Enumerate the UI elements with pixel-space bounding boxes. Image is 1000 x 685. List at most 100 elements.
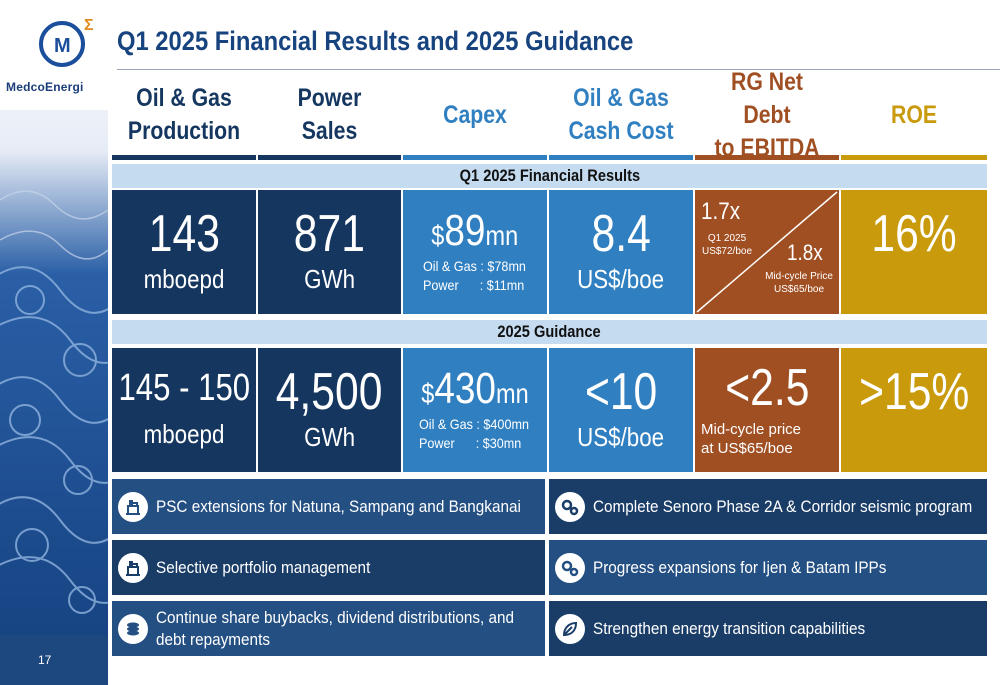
- results-cashcost-value: 8.4: [591, 205, 651, 264]
- column-header-1: Power Sales: [269, 78, 391, 152]
- action-senoro-phase: Complete Senoro Phase 2A & Corridor seis…: [549, 479, 987, 534]
- results-netdebt-q1-label: Q1 2025 US$72/boe: [701, 233, 753, 257]
- column-header-5: ROE: [852, 78, 976, 152]
- column-header-line1: Power: [297, 84, 362, 112]
- action-ipp-expansions: Progress expansions for Ijen & Batam IPP…: [549, 540, 987, 595]
- column-underline: [403, 155, 547, 160]
- column-underline: [549, 155, 693, 160]
- decorative-batik-band: 17: [0, 0, 108, 685]
- results-capex-tile: $ 89 mn Oil & Gas : $78mn Power : $11mn: [403, 190, 547, 314]
- column-header-label: Power Sales: [298, 82, 362, 148]
- column-header-2: Capex: [414, 78, 536, 152]
- action-shareholder-returns-text: Continue share buybacks, dividend distri…: [156, 608, 515, 649]
- action-energy-transition-text: Strengthen energy transition capabilitie…: [593, 618, 866, 638]
- leaf-icon: [555, 613, 585, 644]
- svg-text:M: M: [54, 35, 71, 57]
- guidance-roe-tile: >15%: [841, 348, 987, 472]
- column-header-line2: Production: [127, 117, 241, 145]
- column-header-line2: Cash Cost: [568, 117, 674, 145]
- page-number: 17: [38, 653, 52, 667]
- results-cashcost-unit: US$/boe: [577, 264, 665, 295]
- column-header-label: Oil & Gas Production: [128, 82, 240, 148]
- results-power-unit: GWh: [304, 264, 355, 295]
- results-roe-value: 16%: [871, 205, 957, 263]
- column-header-line1: Oil & Gas: [573, 84, 669, 112]
- title-divider: [117, 69, 1000, 70]
- guidance-production-tile: 145 - 150 mboepd: [112, 348, 256, 472]
- medco-emblem-icon: M Σ: [39, 17, 94, 67]
- results-roe-tile: 16%: [841, 190, 987, 314]
- results-netdebt-mid-value: 1.8x: [787, 240, 823, 265]
- svg-text:Σ: Σ: [84, 17, 94, 34]
- results-capex-prefix: $: [431, 220, 445, 252]
- guidance-capex-figure: $ 430 mn: [421, 367, 528, 411]
- column-header-label: RG Net Debt to EBITDA: [706, 66, 828, 165]
- section-guidance-label: 2025 Guidance: [497, 322, 602, 341]
- column-header-label: ROE: [891, 99, 937, 132]
- guidance-netdebt-note: Mid-cycle price at US$65/boe: [701, 420, 802, 458]
- guidance-cashcost-unit: US$/boe: [577, 422, 665, 453]
- results-netdebt-tile: 1.7x Q1 2025 US$72/boe 1.8x Mid-cycle Pr…: [695, 190, 839, 314]
- action-energy-transition: Strengthen energy transition capabilitie…: [549, 601, 987, 656]
- results-production-tile: 143 mboepd: [112, 190, 256, 314]
- action-psc-extensions: PSC extensions for Natuna, Sampang and B…: [112, 479, 545, 534]
- results-production-unit: mboepd: [143, 264, 225, 295]
- results-capex-value: 89: [444, 206, 486, 256]
- oil-platform-icon: [118, 491, 148, 522]
- page-title: Q1 2025 Financial Results and 2025 Guida…: [117, 26, 634, 56]
- guidance-power-tile: 4,500 GWh: [258, 348, 401, 472]
- column-header-0: Oil & Gas Production: [123, 78, 245, 152]
- netdebt-diagonal-divider: [696, 191, 838, 313]
- column-header-line1: RG Net Debt: [730, 67, 804, 129]
- section-results-label: Q1 2025 Financial Results: [459, 166, 640, 185]
- action-psc-extensions-text: PSC extensions for Natuna, Sampang and B…: [156, 496, 521, 516]
- action-portfolio-management-text: Selective portfolio management: [156, 557, 371, 577]
- gears-icon: [555, 491, 585, 522]
- action-portfolio-management: Selective portfolio management: [112, 540, 545, 595]
- column-underline: [841, 155, 987, 160]
- results-capex-suffix: mn: [485, 220, 519, 252]
- guidance-roe-value: >15%: [858, 363, 970, 421]
- action-shareholder-returns: Continue share buybacks, dividend distri…: [112, 601, 545, 656]
- column-underline: [258, 155, 401, 160]
- batik-pattern: [0, 0, 108, 685]
- guidance-capex-value: 430: [434, 364, 497, 414]
- action-senoro-phase-text: Complete Senoro Phase 2A & Corridor seis…: [593, 496, 973, 516]
- section-guidance-bar: 2025 Guidance: [112, 320, 987, 344]
- gears-icon: [555, 552, 585, 583]
- guidance-cashcost-value: <10: [584, 363, 658, 422]
- results-power-value: 871: [293, 205, 366, 264]
- column-header-line1: Oil & Gas: [136, 84, 232, 112]
- guidance-capex-prefix: $: [421, 378, 435, 410]
- medco-logo: M Σ MedcoEnergi: [0, 0, 108, 110]
- column-header-line1: ROE: [890, 100, 938, 129]
- results-capex-figure: $ 89 mn: [432, 209, 519, 253]
- guidance-power-unit: GWh: [304, 422, 355, 453]
- column-header-3: Oil & Gas Cash Cost: [560, 78, 682, 152]
- oil-platform-icon: [118, 552, 148, 583]
- results-capex-breakdown: Oil & Gas : $78mn Power : $11mn: [422, 258, 526, 293]
- results-production-value: 143: [148, 205, 220, 264]
- brand-name: MedcoEnergi: [6, 80, 84, 94]
- guidance-power-value: 4,500: [276, 363, 383, 422]
- column-header-label: Capex: [443, 99, 507, 132]
- results-netdebt-q1-value: 1.7x: [701, 198, 741, 225]
- guidance-capex-tile: $ 430 mn Oil & Gas : $400mn Power : $30m…: [403, 348, 547, 472]
- column-header-line2: Sales: [301, 117, 358, 145]
- guidance-cashcost-tile: <10 US$/boe: [549, 348, 693, 472]
- results-cashcost-tile: 8.4 US$/boe: [549, 190, 693, 314]
- guidance-production-unit: mboepd: [143, 419, 225, 450]
- action-ipp-expansions-text: Progress expansions for Ijen & Batam IPP…: [593, 557, 887, 577]
- column-underline: [695, 155, 839, 160]
- guidance-capex-breakdown: Oil & Gas : $400mn Power : $30mn: [418, 416, 529, 451]
- guidance-netdebt-value: <2.5: [724, 358, 810, 417]
- results-netdebt-mid-label: Mid-cycle Price US$65/boe: [765, 271, 833, 295]
- guidance-capex-suffix: mn: [496, 378, 529, 410]
- section-results-bar: Q1 2025 Financial Results: [112, 164, 987, 188]
- results-power-tile: 871 GWh: [258, 190, 401, 314]
- column-header-line1: Capex: [443, 100, 507, 129]
- coins-icon: [118, 613, 148, 644]
- guidance-production-value: 145 - 150: [118, 367, 250, 410]
- column-underline: [112, 155, 256, 160]
- column-header-4: RG Net Debt to EBITDA: [706, 68, 828, 162]
